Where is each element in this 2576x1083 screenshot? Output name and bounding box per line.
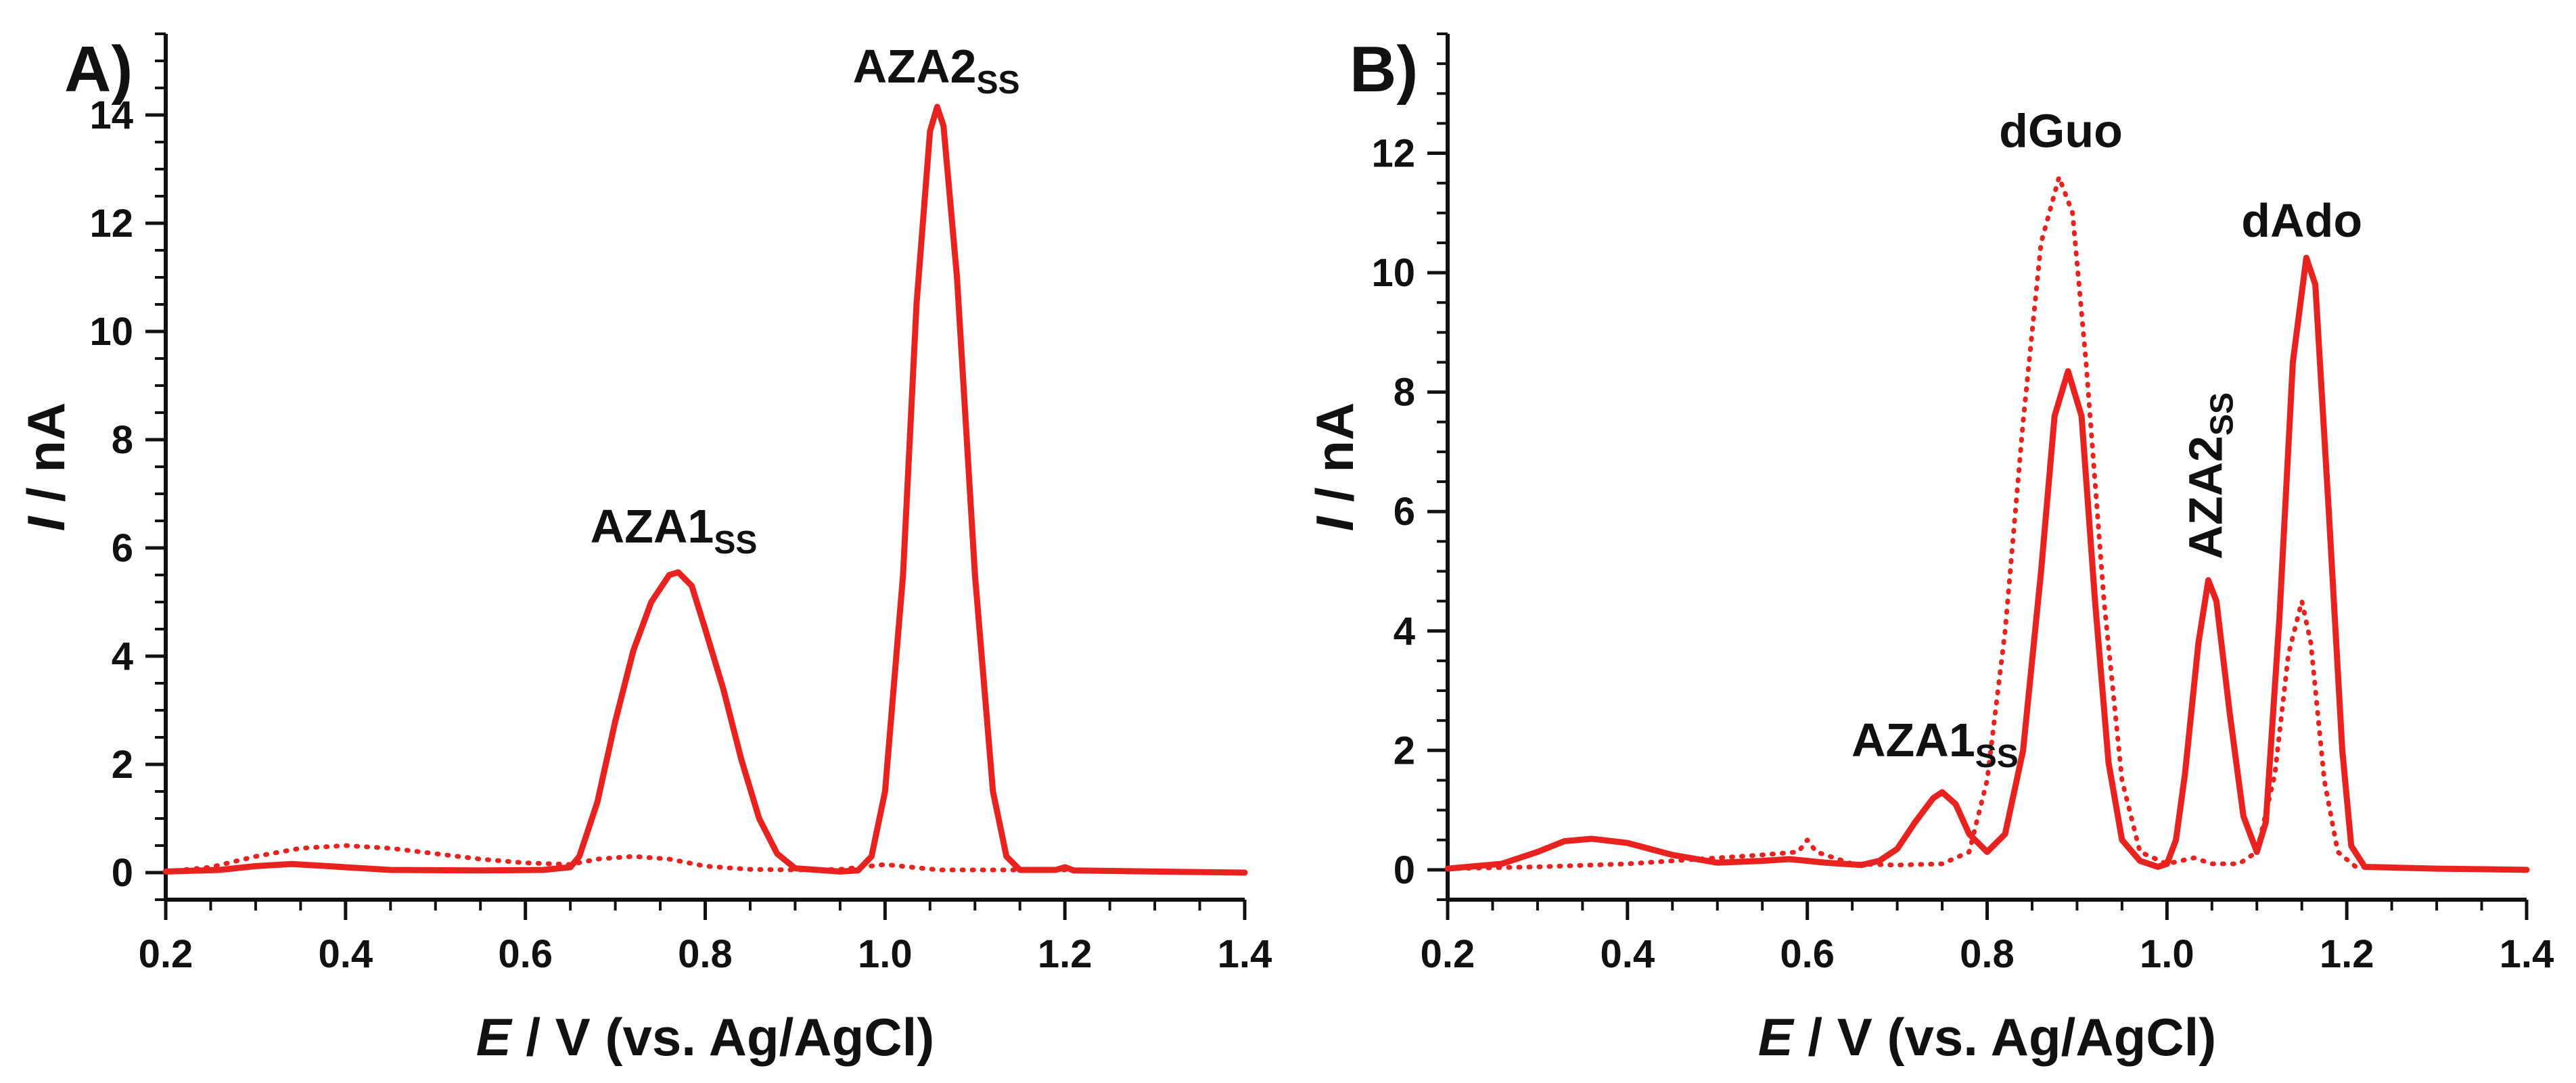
y-tick-label: 12 [1371, 132, 1415, 176]
y-axis-label-unit: / nA [1305, 402, 1364, 517]
y-tick-label: 12 [89, 202, 133, 246]
x-tick-label: 0.6 [498, 932, 553, 976]
peak-label-subscript: SS [714, 525, 757, 561]
y-tick-label: 8 [112, 418, 133, 462]
peak-label-dguo: dGuo [1999, 105, 2123, 158]
x-axis-label-unit: / V (vs. Ag/AgCl) [511, 1007, 935, 1067]
y-tick-label: 14 [89, 93, 133, 137]
peak-label-text: AZA2 [853, 40, 977, 93]
y-axis-label: I / nA [1305, 402, 1364, 532]
y-axis-label-symbol: I [1305, 515, 1364, 531]
y-tick-label: 0 [1394, 848, 1415, 892]
peak-label-text: AZA1 [591, 500, 714, 553]
y-tick-label: 0 [112, 851, 133, 895]
peak-label-subscript: SS [1975, 739, 2019, 775]
series-solid-line [1444, 254, 2530, 873]
peak-label-aza2: AZA2SS [853, 40, 1020, 101]
x-tick-label: 0.6 [1780, 932, 1835, 976]
peak-label-subscript: SS [2204, 392, 2240, 436]
y-tick-label: 4 [1394, 609, 1415, 653]
x-tick-label: 1.2 [1038, 932, 1092, 976]
y-axis-label: I / nA [16, 402, 76, 532]
series-solid-line [162, 103, 1248, 876]
panel-a: 0.2 0.4 0.6 0.8 1.0 1.2 1.4 0 2 4 6 8 10 12 14 E / V (v… [16, 32, 1272, 1067]
peak-label-text: dGuo [1999, 105, 2123, 158]
peak-label-text: AZA2 [2179, 436, 2232, 559]
y-tick-label: 10 [89, 310, 133, 354]
x-axis-label: E / V (vs. Ag/AgCl) [1758, 1007, 2217, 1067]
x-tick-label: 1.2 [2320, 932, 2374, 976]
series-dotted-line [1445, 175, 2529, 873]
panel-label: B) [1350, 33, 1418, 106]
peak-label-aza1: AZA1SS [1852, 714, 2019, 775]
peak-label-aza1: AZA1SS [591, 500, 758, 561]
y-axis-label-symbol: I [16, 515, 76, 531]
x-tick-label: 1.4 [1218, 932, 1272, 976]
x-tick-label: 0.2 [1421, 932, 1475, 976]
peak-label-dado: dAdo [2241, 194, 2362, 247]
peak-label-subscript: SS [976, 65, 1019, 101]
y-tick-label: 4 [112, 635, 133, 678]
y-tick-label: 10 [1371, 251, 1415, 295]
x-tick-label: 0.4 [319, 932, 373, 976]
x-axis-label-unit: / V (vs. Ag/AgCl) [1793, 1007, 2217, 1067]
x-tick-label: 0.2 [139, 932, 193, 976]
y-tick-label: 6 [1394, 490, 1415, 534]
x-tick-label: 0.8 [678, 932, 733, 976]
y-tick-label: 8 [1394, 371, 1415, 415]
peak-label-text: AZA1 [1852, 714, 1975, 766]
panel-label: A) [64, 33, 133, 106]
series-dotted-line [163, 843, 1247, 875]
x-axis-label: E / V (vs. Ag/AgCl) [476, 1007, 935, 1067]
y-axis-label-unit: / nA [16, 402, 76, 517]
x-tick-label: 1.4 [2500, 932, 2554, 976]
x-tick-label: 0.4 [1601, 932, 1655, 976]
y-tick-label: 2 [1394, 729, 1415, 773]
y-tick-label: 2 [112, 743, 133, 787]
x-tick-label: 0.8 [1960, 932, 2015, 976]
x-tick-label: 1.0 [2140, 932, 2194, 976]
x-axis-label-symbol: E [1758, 1007, 1795, 1067]
peak-label-text: dAdo [2241, 194, 2362, 247]
x-tick-label: 1.0 [858, 932, 913, 976]
peak-label-aza2: AZA2SS [2179, 392, 2240, 559]
y-tick-label: 6 [112, 526, 133, 570]
panel-b: 0.2 0.4 0.6 0.8 1.0 1.2 1.4 0 2 4 6 8 10 12 E / V (vs.… [1305, 32, 2554, 1067]
x-axis-label-symbol: E [476, 1007, 513, 1067]
